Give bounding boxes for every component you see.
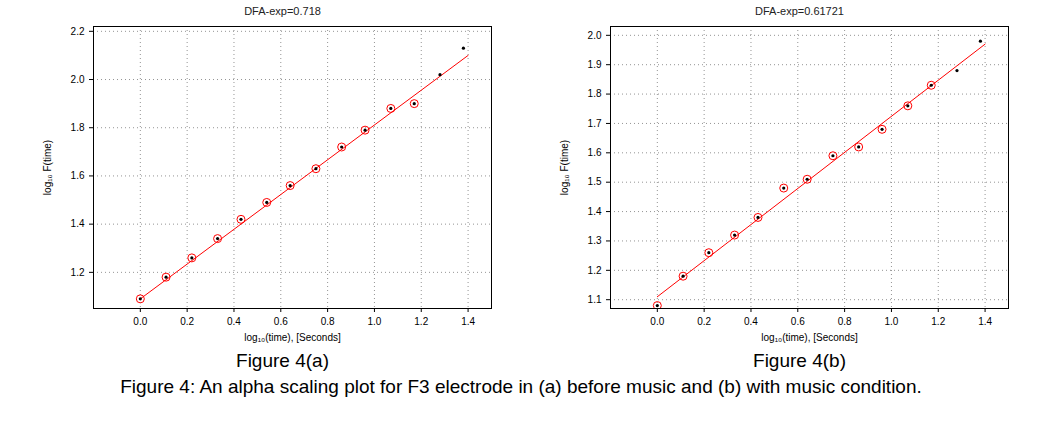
svg-text:0.6: 0.6 [273,316,287,327]
svg-text:1.9: 1.9 [587,59,601,70]
html-text:DFA-exp=0.718: DFA-exp=0.718 [244,5,321,17]
svg-text:1.2: 1.2 [414,316,428,327]
svg-text:2.2: 2.2 [70,26,84,37]
svg-text:0.0: 0.0 [650,316,664,327]
svg-text:1.2: 1.2 [70,267,84,278]
svg-text:1.8: 1.8 [70,122,84,133]
svg-text:1.6: 1.6 [70,170,84,181]
svg-text:2.0: 2.0 [587,30,601,41]
svg-text:log₁₀ F(time): log₁₀ F(time) [558,140,569,195]
svg-text:log₁₀ F(time): log₁₀ F(time) [41,140,52,195]
svg-text:log₁₀(time), [Seconds]: log₁₀(time), [Seconds] [244,332,341,343]
html-text:Figure 4(b): Figure 4(b) [753,350,846,371]
html-text:DFA-exp=0.61721: DFA-exp=0.61721 [755,5,844,17]
svg-text:0.2: 0.2 [180,316,194,327]
svg-text:1.0: 1.0 [884,316,898,327]
svg-text:1.4: 1.4 [461,316,475,327]
svg-text:1.2: 1.2 [587,265,601,276]
svg-text:0.4: 0.4 [744,316,758,327]
html-text:Figure 4(a): Figure 4(a) [236,350,329,371]
svg-text:1.6: 1.6 [587,147,601,158]
svg-text:0.4: 0.4 [227,316,241,327]
svg-text:0.0: 0.0 [133,316,147,327]
svg-text:1.4: 1.4 [70,218,84,229]
svg-text:1.1: 1.1 [587,294,601,305]
svg-text:0.8: 0.8 [320,316,334,327]
svg-text:1.8: 1.8 [587,88,601,99]
svg-text:1.4: 1.4 [587,206,601,217]
svg-text:0.8: 0.8 [837,316,851,327]
svg-text:log₁₀(time), [Seconds]: log₁₀(time), [Seconds] [761,332,858,343]
svg-text:1.0: 1.0 [367,316,381,327]
html-text:Figure 4: An alpha scaling plo: Figure 4: An alpha scaling plot for F3 e… [120,376,922,397]
svg-text:0.6: 0.6 [790,316,804,327]
svg-text:1.3: 1.3 [587,235,601,246]
svg-text:1.5: 1.5 [587,176,601,187]
svg-text:1.2: 1.2 [931,316,945,327]
svg-text:1.7: 1.7 [587,118,601,129]
svg-text:0.2: 0.2 [697,316,711,327]
svg-text:2.0: 2.0 [70,74,84,85]
svg-text:1.4: 1.4 [978,316,992,327]
